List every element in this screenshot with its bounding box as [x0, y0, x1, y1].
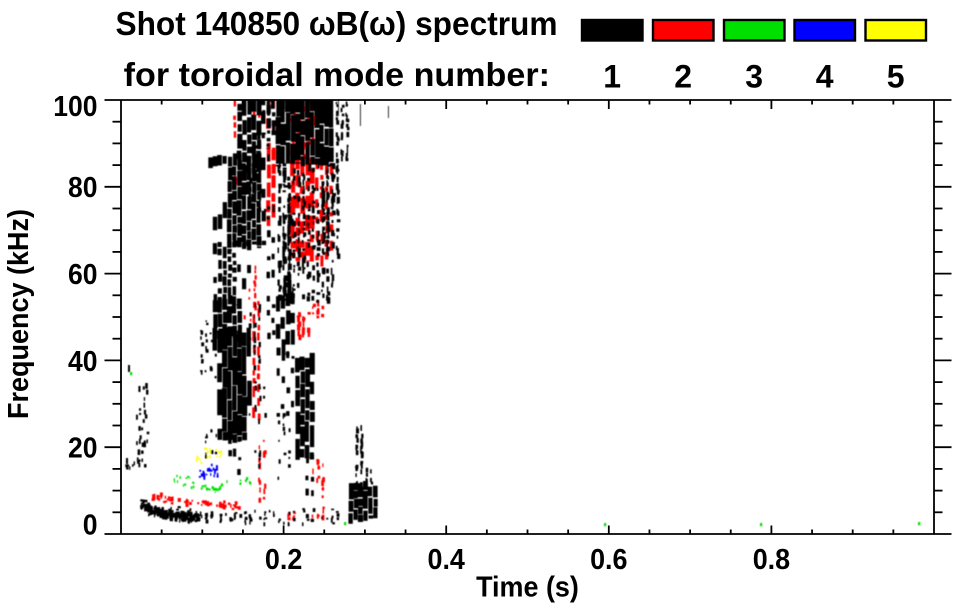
svg-text:4: 4 — [816, 59, 834, 95]
svg-text:0.4: 0.4 — [428, 544, 465, 576]
svg-text:1: 1 — [603, 59, 621, 95]
svg-text:0: 0 — [83, 510, 98, 542]
svg-text:0.6: 0.6 — [590, 544, 627, 576]
svg-text:Time (s): Time (s) — [476, 571, 579, 603]
svg-text:0.8: 0.8 — [753, 544, 790, 576]
svg-text:60: 60 — [68, 259, 98, 291]
svg-text:3: 3 — [745, 59, 763, 95]
svg-text:Frequency (kHz): Frequency (kHz) — [3, 209, 35, 419]
svg-text:20: 20 — [68, 433, 98, 465]
svg-text:Shot 140850 ωB(ω) spectrum: Shot 140850 ωB(ω) spectrum — [116, 6, 558, 43]
svg-text:0.2: 0.2 — [265, 544, 302, 576]
svg-text:5: 5 — [887, 59, 905, 95]
svg-text:80: 80 — [68, 172, 98, 204]
svg-text:2: 2 — [674, 59, 692, 95]
svg-text:for toroidal mode number:: for toroidal mode number: — [124, 57, 550, 94]
svg-text:100: 100 — [53, 91, 97, 123]
svg-text:40: 40 — [68, 346, 98, 378]
